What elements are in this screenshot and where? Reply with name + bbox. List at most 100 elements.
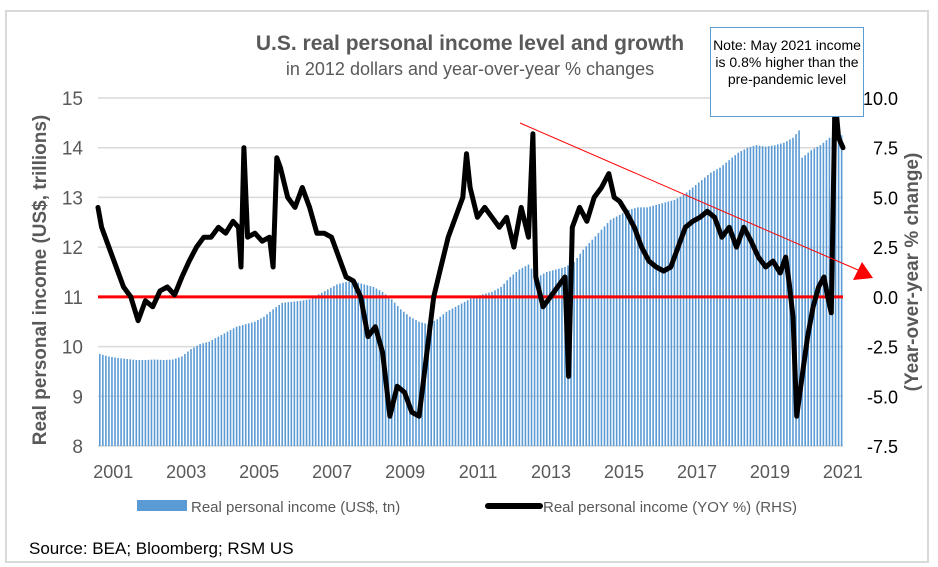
income-bar — [624, 211, 627, 446]
income-bar — [643, 207, 645, 446]
income-bar — [640, 207, 642, 446]
income-bar — [503, 283, 505, 446]
income-bar — [673, 199, 676, 446]
y2-tick-label: -2.5 — [867, 338, 898, 358]
income-bar — [807, 152, 809, 446]
income-bar — [147, 359, 150, 446]
income-bar — [606, 223, 609, 446]
income-bar — [500, 286, 502, 446]
income-bar — [545, 272, 548, 446]
income-bar — [694, 185, 697, 446]
income-bar — [466, 300, 469, 446]
income-bar — [293, 301, 296, 446]
income-bar — [403, 311, 405, 446]
income-bar — [211, 339, 214, 446]
income-bar — [214, 338, 217, 446]
income-bar — [333, 286, 335, 446]
income-bar — [655, 204, 657, 446]
x-tick-label: 2013 — [531, 462, 571, 482]
income-bar — [439, 316, 442, 446]
income-bar — [287, 302, 290, 446]
chart-frame — [5, 10, 929, 563]
income-bar — [512, 274, 515, 446]
income-bar — [530, 268, 533, 446]
income-bar — [737, 152, 740, 446]
income-bar — [704, 177, 706, 447]
income-bar — [837, 137, 840, 446]
income-bar — [576, 257, 578, 446]
income-bar — [129, 359, 132, 446]
income-bar — [102, 354, 104, 446]
income-bar — [296, 301, 299, 446]
income-bar — [178, 357, 180, 446]
income-bar — [731, 157, 733, 446]
income-bar — [247, 323, 250, 446]
income-bar — [135, 359, 138, 446]
income-bar — [302, 300, 305, 446]
income-bar — [187, 351, 189, 446]
income-bar — [372, 286, 375, 446]
income-bar — [780, 143, 782, 447]
income-bar — [327, 289, 329, 446]
income-bar — [232, 328, 235, 446]
income-bar — [676, 198, 679, 446]
income-bar — [393, 302, 396, 446]
chart-title: U.S. real personal income level and grow… — [255, 32, 685, 55]
income-bar — [594, 236, 597, 446]
income-bar — [494, 290, 496, 446]
trend-line — [519, 122, 859, 271]
x-tick-label: 2001 — [93, 462, 133, 482]
income-bar — [144, 359, 147, 446]
income-bar — [506, 280, 509, 446]
y2-tick-label: 0.0 — [873, 288, 898, 308]
income-bar — [652, 205, 654, 446]
income-bar — [430, 322, 432, 446]
income-bar — [345, 281, 347, 446]
y2-tick-label: 10.0 — [863, 89, 898, 109]
income-bar — [257, 320, 259, 446]
income-bar — [542, 273, 545, 446]
income-bar — [533, 272, 536, 446]
income-bar — [482, 294, 484, 446]
income-bar — [539, 275, 542, 446]
income-bar — [196, 345, 198, 446]
income-bar — [305, 299, 308, 446]
x-tick-label: 2005 — [239, 462, 279, 482]
y-tick-label: 9 — [72, 387, 83, 408]
income-bar — [396, 305, 399, 446]
income-bar — [171, 359, 174, 446]
income-bar — [631, 209, 633, 446]
income-bar — [433, 320, 436, 446]
income-bar — [363, 284, 366, 446]
y-tick-label: 8 — [72, 437, 83, 458]
income-bar — [725, 162, 727, 446]
income-bar — [646, 207, 648, 446]
income-bar — [141, 359, 144, 446]
income-bar — [336, 284, 338, 446]
income-bar — [457, 305, 460, 446]
income-bar — [445, 311, 448, 446]
x-tick-label: 2009 — [385, 462, 425, 482]
income-bar — [600, 229, 603, 446]
income-bar — [342, 282, 344, 446]
income-bar — [719, 167, 721, 446]
income-bar — [469, 298, 472, 446]
income-bar — [448, 310, 451, 446]
y-tick-label: 11 — [63, 288, 83, 309]
income-bar — [375, 288, 378, 446]
income-bar — [628, 209, 630, 446]
income-bar — [272, 309, 274, 446]
income-bar — [734, 155, 737, 446]
income-bar — [366, 285, 369, 446]
income-bar — [156, 359, 159, 446]
income-bar — [120, 358, 122, 446]
income-bar — [536, 276, 539, 446]
annotation-note: Note: May 2021 income is 0.8% higher tha… — [710, 27, 864, 117]
income-bar — [226, 331, 229, 446]
x-tick-label: 2011 — [459, 462, 498, 482]
income-bar — [412, 318, 414, 446]
income-bar — [320, 292, 323, 446]
income-bar — [783, 142, 785, 446]
income-bar — [527, 264, 530, 446]
income-bar — [792, 137, 794, 446]
